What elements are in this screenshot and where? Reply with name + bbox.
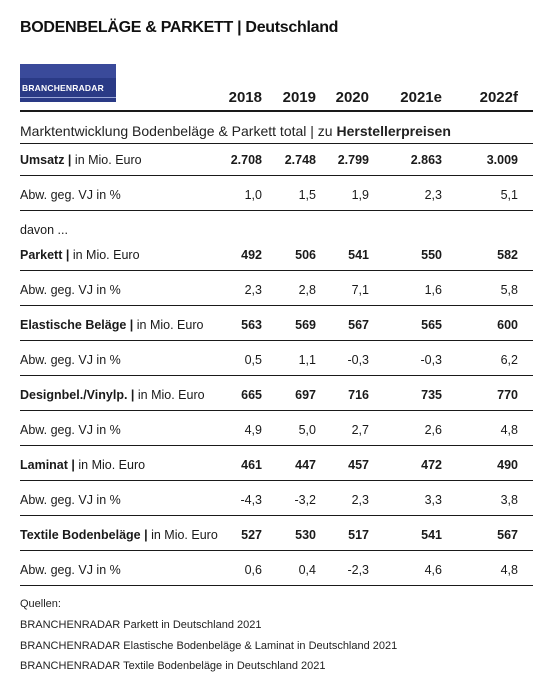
table-cell-value: 2.863	[410, 153, 442, 167]
year-header: 2018	[228, 89, 262, 106]
year-header: 2022f	[479, 89, 518, 106]
table-cell-value: 447	[295, 458, 316, 472]
row-label: Textile Bodenbeläge | in Mio. Euro	[20, 528, 218, 542]
table-cell-value: 770	[497, 388, 518, 402]
table-cell-change: 2,8	[298, 283, 316, 297]
change-label: Abw. geg. VJ in %	[20, 423, 121, 437]
table-cell-value: 461	[241, 458, 262, 472]
table-cell-value: 582	[497, 248, 518, 262]
table-cell-change: 4,6	[424, 563, 442, 577]
table-cell-value: 563	[241, 318, 262, 332]
table-cell-value: 506	[295, 248, 316, 262]
table-cell-change: -4,3	[240, 493, 262, 507]
change-label: Abw. geg. VJ in %	[20, 353, 121, 367]
change-label: Abw. geg. VJ in %	[20, 188, 121, 202]
table-cell-change: 5,8	[500, 283, 518, 297]
row-divider	[20, 340, 533, 341]
year-header: 2020	[335, 89, 369, 106]
change-label: Abw. geg. VJ in %	[20, 493, 121, 507]
table-cell-change: 3,8	[500, 493, 518, 507]
table-cell-value: 600	[497, 318, 518, 332]
table-cell-value: 569	[295, 318, 316, 332]
table-cell-change: 0,4	[298, 563, 316, 577]
row-label: Designbel./Vinylp. | in Mio. Euro	[20, 388, 205, 402]
page-title: BODENBELÄGE & PARKETT | Deutschland	[20, 19, 339, 36]
table-cell-value: 3.009	[486, 153, 518, 167]
table-cell-value: 2.748	[284, 153, 316, 167]
row-label: Umsatz | in Mio. Euro	[20, 153, 142, 167]
table-cell-value: 716	[348, 388, 369, 402]
row-divider	[20, 550, 533, 551]
row-divider	[20, 175, 533, 176]
table-cell-change: 2,3	[424, 188, 442, 202]
row-divider	[20, 515, 533, 516]
row-divider	[20, 585, 533, 586]
row-divider	[20, 445, 533, 446]
change-label: Abw. geg. VJ in %	[20, 283, 121, 297]
source-item: BRANCHENRADAR Elastische Bodenbeläge & L…	[20, 640, 398, 652]
davon-label: davon ...	[20, 223, 68, 237]
table-cell-value: 527	[241, 528, 262, 542]
table-cell-value: 565	[421, 318, 442, 332]
row-divider	[20, 375, 533, 376]
table-cell-change: -3,2	[294, 493, 316, 507]
table-cell-change: 6,2	[500, 353, 518, 367]
table-cell-value: 567	[348, 318, 369, 332]
table-cell-change: 1,1	[298, 353, 316, 367]
row-divider	[20, 270, 533, 271]
table-cell-value: 567	[497, 528, 518, 542]
table-cell-value: 665	[241, 388, 262, 402]
row-divider	[20, 305, 533, 306]
table-cell-value: 550	[421, 248, 442, 262]
table-cell-change: 4,9	[244, 423, 262, 437]
table-cell-value: 472	[421, 458, 442, 472]
row-divider	[20, 410, 533, 411]
header-divider	[20, 110, 533, 112]
source-item: BRANCHENRADAR Textile Bodenbeläge in Deu…	[20, 660, 326, 672]
year-header: 2021e	[400, 89, 442, 106]
table-cell-value: 541	[421, 528, 442, 542]
year-header: 2019	[282, 89, 316, 106]
table-subtitle: Marktentwicklung Bodenbeläge & Parkett t…	[20, 123, 451, 139]
table-cell-value: 697	[295, 388, 316, 402]
table-cell-value: 457	[348, 458, 369, 472]
table-cell-value: 735	[421, 388, 442, 402]
table-cell-change: 2,3	[244, 283, 262, 297]
sources-heading: Quellen:	[20, 598, 61, 610]
table-cell-change: 1,5	[298, 188, 316, 202]
row-divider	[20, 480, 533, 481]
table-cell-value: 530	[295, 528, 316, 542]
table-cell-change: 7,1	[351, 283, 369, 297]
row-divider	[20, 210, 533, 211]
table-cell-change: 2,6	[424, 423, 442, 437]
table-cell-change: 2,7	[351, 423, 369, 437]
table-cell-value: 517	[348, 528, 369, 542]
subtitle-divider	[20, 143, 533, 144]
table-cell-change: 1,6	[424, 283, 442, 297]
branchenradar-logo: BRANCHENRADAR	[20, 64, 116, 102]
table-cell-change: -2,3	[347, 563, 369, 577]
table-cell-value: 490	[497, 458, 518, 472]
source-item: BRANCHENRADAR Parkett in Deutschland 202…	[20, 619, 262, 631]
table-cell-change: 4,8	[500, 563, 518, 577]
table-cell-change: 1,0	[244, 188, 262, 202]
table-cell-value: 2.708	[230, 153, 262, 167]
table-cell-change: 0,6	[244, 563, 262, 577]
table-cell-value: 492	[241, 248, 262, 262]
table-cell-change: -0,3	[347, 353, 369, 367]
table-cell-change: 4,8	[500, 423, 518, 437]
table-cell-change: 0,5	[244, 353, 262, 367]
table-cell-change: 5,0	[298, 423, 316, 437]
table-cell-change: 5,1	[500, 188, 518, 202]
row-label: Parkett | in Mio. Euro	[20, 248, 140, 262]
table-cell-value: 2.799	[337, 153, 369, 167]
table-cell-change: 3,3	[424, 493, 442, 507]
table-cell-value: 541	[348, 248, 369, 262]
row-label: Elastische Beläge | in Mio. Euro	[20, 318, 204, 332]
row-label: Laminat | in Mio. Euro	[20, 458, 146, 472]
table-cell-change: -0,3	[420, 353, 442, 367]
change-label: Abw. geg. VJ in %	[20, 563, 121, 577]
table-cell-change: 2,3	[351, 493, 369, 507]
table-cell-change: 1,9	[351, 188, 369, 202]
